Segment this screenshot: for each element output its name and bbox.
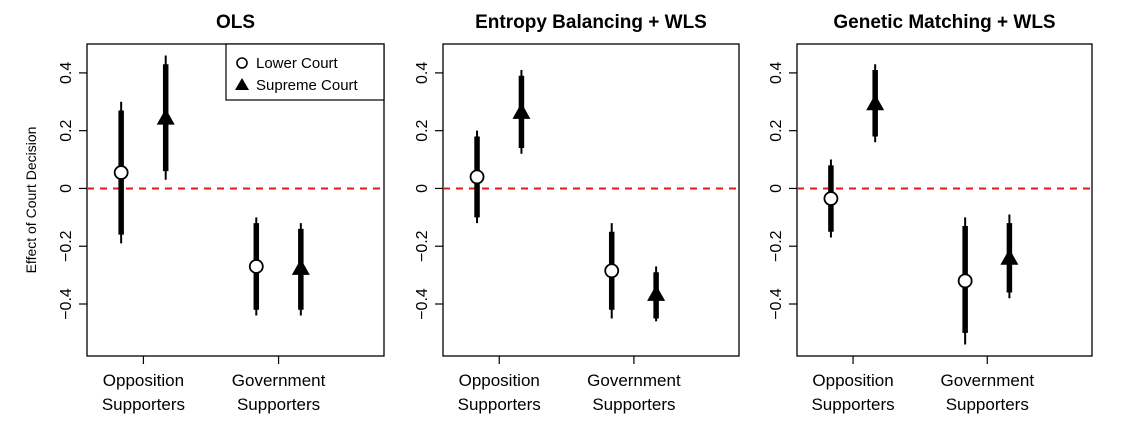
y-tick-label: −0.2: [414, 230, 431, 262]
panel-title: Genetic Matching + WLS: [833, 12, 1055, 33]
legend-triangle-icon: [235, 78, 249, 90]
legend-label: Lower Court: [256, 55, 339, 72]
x-category-label: Opposition: [812, 371, 893, 390]
supreme-court-point: [156, 108, 175, 125]
x-category-label: Supporters: [458, 395, 541, 414]
legend-circle-icon: [236, 57, 248, 69]
plot-frame: [796, 43, 1093, 357]
y-tick-label: 0: [768, 184, 785, 193]
x-category-label: Supporters: [102, 395, 185, 414]
x-category-label: Government: [587, 371, 681, 390]
y-tick-label: 0.4: [58, 62, 75, 84]
lower-court-point: [823, 191, 839, 206]
x-category-label: Opposition: [459, 371, 540, 390]
lower-court-point: [957, 273, 973, 289]
supreme-court-point: [291, 258, 310, 275]
y-tick-label: 0.4: [414, 62, 431, 84]
x-category-label: Government: [941, 371, 1035, 390]
panel-title: OLS: [216, 12, 255, 33]
y-tick-label: −0.4: [414, 288, 431, 320]
lower-court-point: [469, 169, 485, 185]
y-tick-label: 0.2: [768, 119, 785, 141]
y-tick-label: 0.2: [58, 119, 75, 141]
lower-court-point: [113, 165, 129, 180]
supreme-court-point: [866, 94, 885, 111]
supreme-court-point: [1000, 248, 1019, 265]
supreme-court-point: [512, 102, 531, 119]
legend-label: Supreme Court: [256, 77, 359, 94]
legend-box: [225, 43, 385, 101]
x-category-label: Opposition: [103, 371, 184, 390]
x-category-label: Supporters: [592, 395, 675, 414]
panel-2: Entropy Balancing + WLS −0.4 −0.2 0 0.2 0.4 Op…: [414, 12, 740, 414]
plot-frame: [442, 43, 740, 357]
y-tick-label: 0: [58, 184, 75, 193]
legend: Lower Court Supreme Court: [225, 43, 385, 101]
panel-1: OLS −0.4 −0.2 0 0.2 0.4 Opposition Supporters Go…: [58, 12, 385, 414]
panel-3: Genetic Matching + WLS −0.4 −0.2 0 0.2 0.4 Opp…: [768, 12, 1093, 414]
x-category-label: Supporters: [811, 395, 894, 414]
lower-court-point: [248, 259, 264, 274]
x-category-label: Government: [232, 371, 326, 390]
y-tick-label: 0: [414, 184, 431, 193]
x-category-label: Supporters: [237, 395, 320, 414]
supreme-court-point: [647, 284, 666, 301]
y-tick-label: 0.4: [768, 62, 785, 84]
x-category-label: Supporters: [946, 395, 1029, 414]
y-tick-label: −0.2: [58, 230, 75, 262]
y-tick-label: −0.4: [768, 288, 785, 320]
y-tick-label: −0.4: [58, 288, 75, 320]
panel-title: Entropy Balancing + WLS: [475, 12, 707, 33]
y-tick-label: 0.2: [414, 119, 431, 141]
lower-court-point: [604, 263, 620, 279]
y-axis-title: Effect of Court Decision: [23, 127, 39, 274]
y-tick-label: −0.2: [768, 230, 785, 262]
